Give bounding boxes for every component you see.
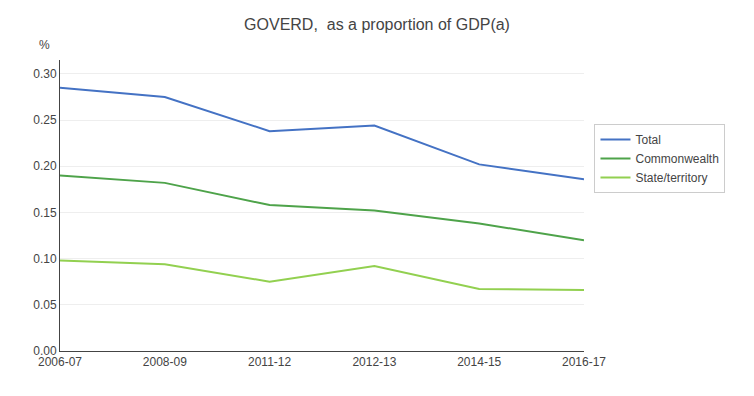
svg-text:0.30: 0.30 (33, 67, 57, 81)
svg-text:0.15: 0.15 (33, 206, 57, 220)
svg-text:Commonwealth: Commonwealth (635, 152, 718, 166)
svg-text:0.10: 0.10 (33, 252, 57, 266)
svg-text:2014-15: 2014-15 (457, 355, 501, 369)
svg-text:Total: Total (635, 133, 660, 147)
svg-text:2011-12: 2011-12 (248, 355, 291, 369)
svg-text:2006-07: 2006-07 (38, 355, 82, 369)
svg-text:2016-17: 2016-17 (562, 355, 606, 369)
svg-text:0.25: 0.25 (33, 113, 57, 127)
svg-text:0.05: 0.05 (33, 298, 57, 312)
svg-text:0.00: 0.00 (33, 344, 57, 358)
svg-text:GOVERD, as a proportion of GD: GOVERD, as a proportion of GDP(a) (244, 16, 510, 33)
svg-text:2008-09: 2008-09 (143, 355, 187, 369)
svg-text:%: % (39, 38, 50, 52)
svg-text:0.20: 0.20 (33, 159, 57, 173)
svg-text:State/territory: State/territory (635, 171, 707, 185)
svg-text:2012-13: 2012-13 (352, 355, 396, 369)
